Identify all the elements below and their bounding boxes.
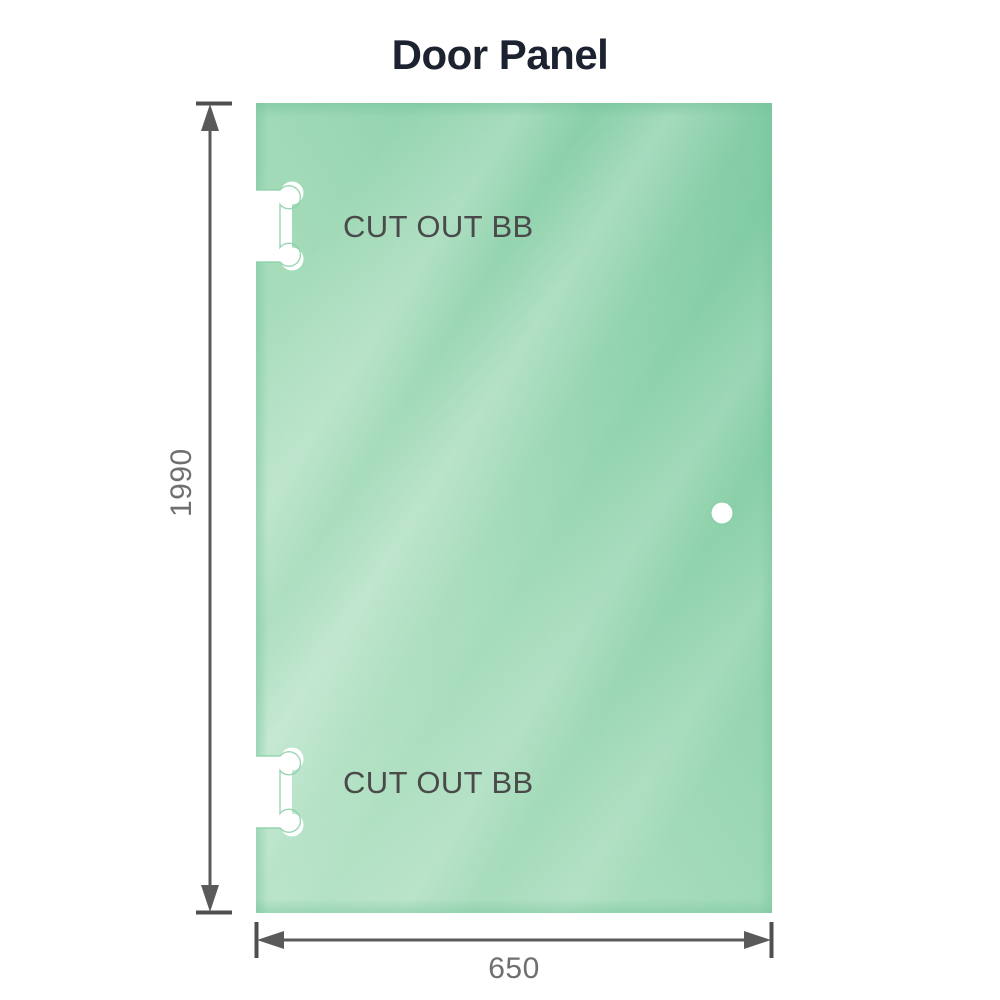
arrow-up-icon	[201, 104, 219, 131]
dimension-label-width: 650	[488, 952, 540, 985]
arrow-right-icon	[744, 931, 771, 949]
cutout-label-bottom: CUT OUT BB	[343, 765, 534, 800]
arrow-left-icon	[257, 931, 284, 949]
panel-body	[256, 103, 772, 913]
door-panel	[256, 103, 772, 913]
page-title: Door Panel	[391, 31, 609, 78]
door-panel-graphic	[256, 103, 772, 913]
dimension-vertical	[196, 101, 232, 915]
dimension-label-height: 1990	[165, 448, 198, 517]
cutout-label-top: CUT OUT BB	[343, 209, 534, 244]
arrow-down-icon	[201, 885, 219, 912]
cutout-outlines	[256, 185, 734, 833]
